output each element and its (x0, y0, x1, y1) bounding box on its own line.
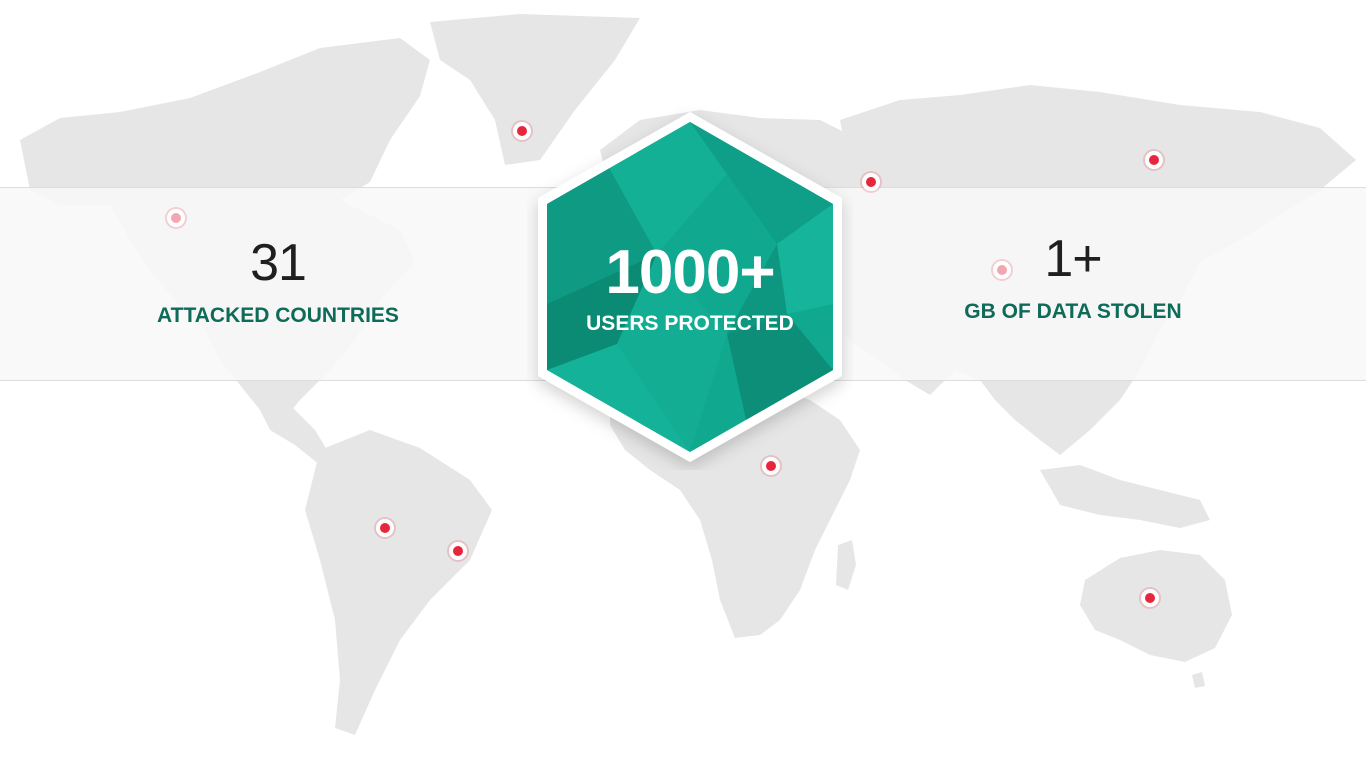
location-pin-icon (862, 173, 880, 191)
stat-number: 1+ (1044, 230, 1102, 288)
continent-tasmania (1192, 672, 1205, 688)
users-protected-badge: 1000+ USERS PROTECTED (527, 104, 853, 470)
stat-attacked-countries: 31 ATTACKED COUNTRIES (118, 232, 438, 328)
stat-label: ATTACKED COUNTRIES (157, 304, 399, 327)
continent-australia (1080, 550, 1232, 662)
location-pin-icon (762, 457, 780, 475)
location-pin-icon (1145, 151, 1163, 169)
location-pin-icon (376, 519, 394, 537)
continent-south-america (305, 430, 492, 735)
stat-label: GB OF DATA STOLEN (964, 300, 1182, 323)
location-pin-icon (1141, 589, 1159, 607)
location-pin-icon (449, 542, 467, 560)
location-pin-icon (167, 209, 185, 227)
hex-label: USERS PROTECTED (586, 312, 794, 335)
continent-central-america (260, 405, 330, 465)
continent-madagascar (836, 540, 856, 590)
stat-data-stolen: 1+ GB OF DATA STOLEN (913, 228, 1233, 324)
hexagon-badge-shape (538, 112, 842, 462)
continent-greenland (430, 14, 640, 165)
location-pin-icon (993, 261, 1011, 279)
continent-southeast-asia (1040, 465, 1210, 528)
hex-number: 1000+ (605, 238, 775, 307)
location-pin-icon (513, 122, 531, 140)
stat-number: 31 (250, 234, 307, 292)
